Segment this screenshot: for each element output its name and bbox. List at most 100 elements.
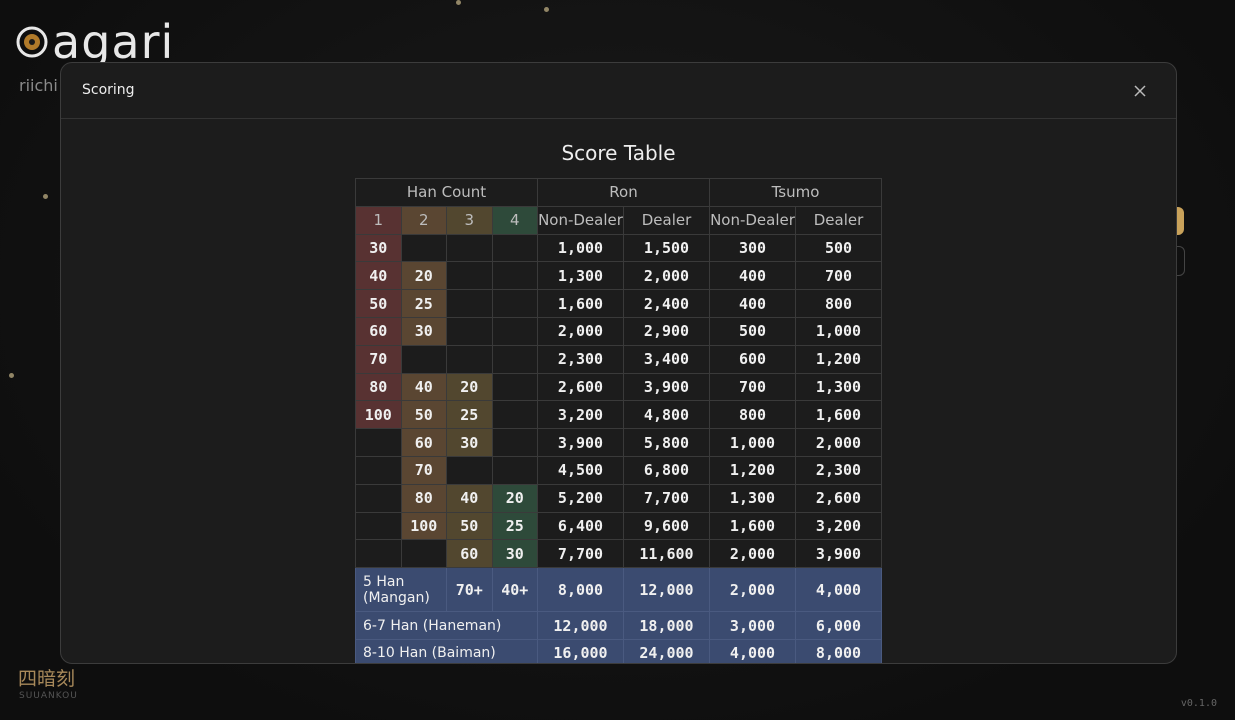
score-row: 70 2,300 3,400 600 1,200 <box>355 344 882 374</box>
fu-cell: 80 <box>400 483 447 513</box>
score-cell: 18,000 <box>623 611 710 640</box>
score-cell: 3,200 <box>537 400 624 430</box>
header-cell: Ron <box>537 178 710 207</box>
score-cell: 12,000 <box>623 567 710 613</box>
score-cell: 1,000 <box>537 233 624 263</box>
han-header: 4 <box>491 205 538 235</box>
header-row: Han Count Ron Tsumo <box>355 178 882 207</box>
score-cell: 1,600 <box>795 400 882 430</box>
score-cell: 5,800 <box>623 428 710 457</box>
fu-cell <box>355 455 402 485</box>
fu-cell <box>400 233 447 263</box>
logo: agari <box>16 14 174 70</box>
score-table: Han Count Ron Tsumo 1 2 3 4 Non-Dealer Dealer… <box>355 178 882 663</box>
fu-cell: 50 <box>446 511 493 541</box>
fu-cell <box>491 344 538 374</box>
score-cell: 4,500 <box>537 455 624 485</box>
score-cell: 2,000 <box>709 567 796 613</box>
version: v0.1.0 <box>1180 698 1217 709</box>
fu-cell <box>446 233 493 263</box>
fu-cell: 60 <box>355 316 402 346</box>
fu-cell: 25 <box>446 400 493 430</box>
score-cell: 400 <box>709 289 796 318</box>
fu-cell <box>355 511 402 541</box>
score-cell: 4,000 <box>795 567 882 613</box>
score-cell: 2,000 <box>795 428 882 457</box>
score-cell: 6,000 <box>795 611 882 640</box>
score-cell: 1,300 <box>795 372 882 402</box>
score-cell: 400 <box>709 261 796 291</box>
score-cell: 9,600 <box>623 511 710 541</box>
limit-label: 8-10 Han (Baiman) <box>355 638 538 663</box>
score-row: 30 1,000 1,500 300 500 <box>355 233 882 263</box>
score-cell: 1,500 <box>623 233 710 263</box>
score-cell: 5,200 <box>537 483 624 513</box>
fu-cell: 100 <box>355 400 402 430</box>
fu-cell: 30 <box>355 233 402 263</box>
sub-header: Dealer <box>623 205 710 235</box>
fu-cell <box>491 372 538 402</box>
score-cell: 700 <box>795 261 882 291</box>
fu-cell: 30 <box>400 316 447 346</box>
fu-cell: 40 <box>400 372 447 402</box>
score-cell: 4,000 <box>709 638 796 663</box>
particle <box>544 7 549 12</box>
score-row: 40 20 1,300 2,000 400 700 <box>355 261 882 291</box>
limit-row: 6-7 Han (Haneman) 12,000 18,000 3,000 6,000 <box>355 611 882 640</box>
fu-cell <box>446 316 493 346</box>
table-title: Score Table <box>561 141 676 165</box>
fu-cell: 70 <box>400 455 447 485</box>
score-cell: 2,400 <box>623 289 710 318</box>
score-cell: 1,300 <box>709 483 796 513</box>
modal-header: Scoring <box>61 63 1176 119</box>
limit-row: 8-10 Han (Baiman) 16,000 24,000 4,000 8,000 <box>355 638 882 663</box>
score-cell: 16,000 <box>537 638 624 663</box>
score-cell: 7,700 <box>623 483 710 513</box>
close-button[interactable] <box>1130 81 1150 101</box>
logo-text: agari <box>52 15 175 69</box>
score-cell: 1,200 <box>709 455 796 485</box>
particle <box>9 373 14 378</box>
tagline: riichi <box>19 76 58 95</box>
score-cell: 2,000 <box>537 316 624 346</box>
fu-cell: 20 <box>400 261 447 291</box>
fu-cell <box>400 539 447 569</box>
fu-cell: 20 <box>491 483 538 513</box>
fu-cell: 40 <box>355 261 402 291</box>
fu-cell: 40 <box>446 483 493 513</box>
score-cell: 6,800 <box>623 455 710 485</box>
score-cell: 500 <box>795 233 882 263</box>
score-cell: 3,400 <box>623 344 710 374</box>
fu-cell <box>491 400 538 430</box>
yakuman-romaji: SUUANKOU <box>19 691 78 701</box>
fu-cell <box>491 289 538 318</box>
fu-cell <box>491 428 538 457</box>
fu-cell <box>491 455 538 485</box>
header-row: 1 2 3 4 Non-Dealer Dealer Non-Dealer Dealer <box>355 205 882 235</box>
han-header: 3 <box>446 205 493 235</box>
fu-cell <box>446 289 493 318</box>
score-cell: 2,300 <box>795 455 882 485</box>
fu-cell: 70 <box>355 344 402 374</box>
fu-cell: 20 <box>446 372 493 402</box>
fu-cell <box>491 316 538 346</box>
yakuman-name: 四暗刻 <box>18 668 76 690</box>
score-cell: 8,000 <box>795 638 882 663</box>
score-row: 80 40 20 5,200 7,700 1,300 2,600 <box>355 483 882 513</box>
limit-label: 5 Han (Mangan) <box>355 567 447 613</box>
score-row: 100 50 25 6,400 9,600 1,600 3,200 <box>355 511 882 541</box>
han-header: 1 <box>355 205 402 235</box>
fu-cell: 80 <box>355 372 402 402</box>
particle <box>43 194 48 199</box>
logo-icon <box>16 26 48 58</box>
fu-cell: 70+ <box>446 567 493 613</box>
modal-title: Scoring <box>82 82 135 98</box>
fu-cell: 50 <box>400 400 447 430</box>
score-cell: 2,600 <box>795 483 882 513</box>
fu-cell <box>355 483 402 513</box>
fu-cell: 25 <box>491 511 538 541</box>
score-cell: 1,600 <box>537 289 624 318</box>
score-row: 70 4,500 6,800 1,200 2,300 <box>355 455 882 485</box>
header-cell: Tsumo <box>709 178 882 207</box>
